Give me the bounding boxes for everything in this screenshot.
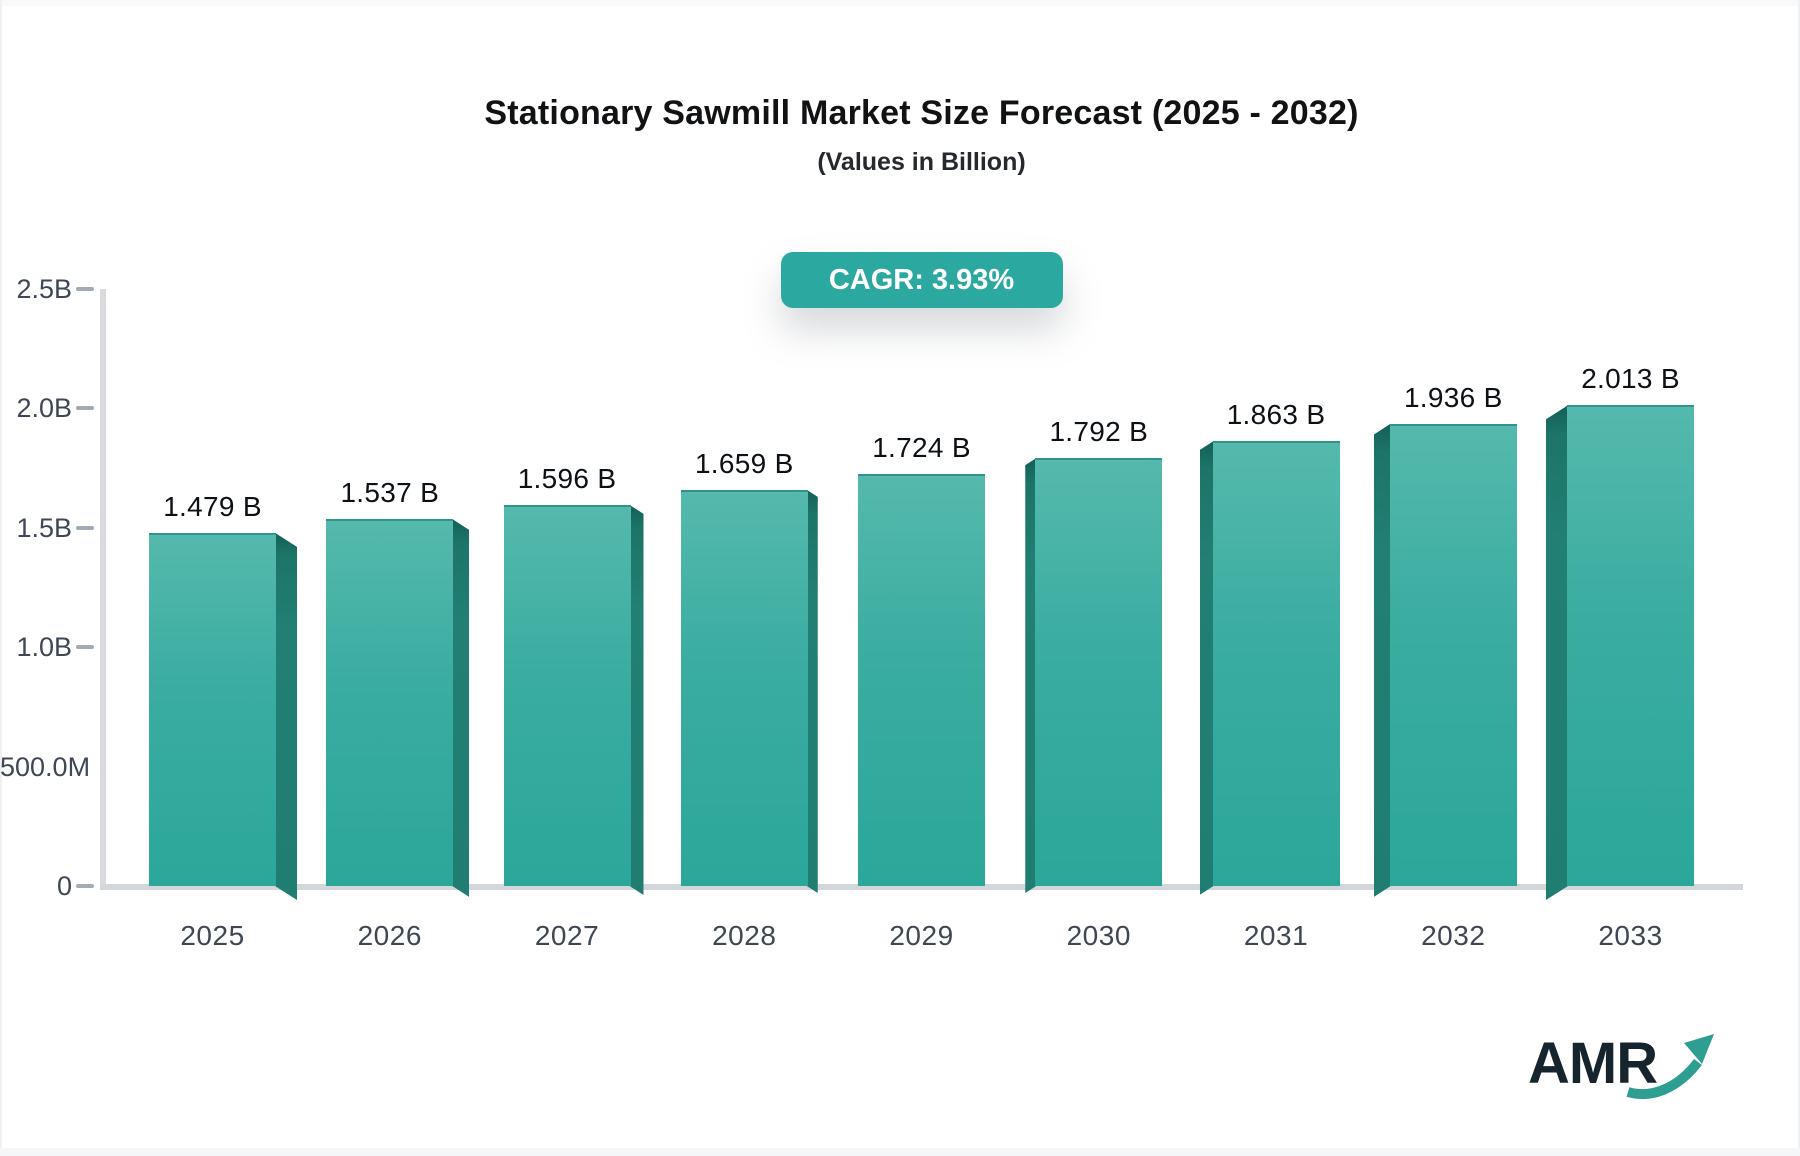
bar-value-label: 1.936 B (1403, 381, 1503, 413)
bar[interactable] (503, 504, 631, 886)
x-axis-label: 2032 (1421, 920, 1486, 951)
page-bottom-edge (0, 1148, 1800, 1156)
chart-subtitle: (Values in Billion) (817, 148, 1026, 176)
bar[interactable] (858, 474, 985, 886)
amr-logo-text: AMR (1528, 1031, 1658, 1096)
bar-side-face (807, 490, 818, 893)
y-axis-label: 2.5B (16, 274, 72, 304)
bar-value-label: 2.013 B (1581, 363, 1680, 395)
bar-value-label: 1.659 B (694, 447, 794, 479)
bar-side-face (1374, 424, 1391, 897)
bar-value-label: 1.596 B (517, 462, 617, 494)
y-axis-tick (76, 406, 94, 411)
bar[interactable] (1567, 405, 1694, 886)
y-axis-tick (76, 525, 94, 530)
bar-side-face (630, 505, 644, 895)
x-axis-label: 2025 (180, 920, 245, 951)
bar-side-face (275, 533, 297, 900)
x-axis-label: 2027 (534, 920, 600, 951)
x-axis-label: 2030 (1066, 920, 1131, 951)
bar-value-label: 1.479 B (163, 490, 262, 522)
x-axis-line (100, 884, 1743, 890)
y-axis-tick (76, 884, 94, 888)
bar-value-label: 1.537 B (340, 476, 440, 508)
trend-arrow-icon (1626, 1034, 1714, 1100)
page-right-edge (1798, 0, 1800, 1156)
x-axis-label: 2029 (889, 920, 954, 951)
bar[interactable] (149, 532, 276, 886)
bar-side-face (1546, 405, 1568, 900)
y-axis-tick (76, 645, 94, 650)
x-axis-label: 2028 (712, 920, 777, 951)
y-axis-label: 0 (56, 871, 72, 901)
cagr-badge: CAGR: 3.93% (780, 252, 1063, 308)
bar-value-label: 1.792 B (1049, 416, 1149, 448)
bar-value-label: 1.863 B (1226, 399, 1326, 431)
bar-side-face (1200, 441, 1214, 895)
bar[interactable] (1212, 441, 1340, 886)
x-axis-label: 2026 (357, 920, 422, 951)
y-axis-tick (76, 287, 94, 291)
bar[interactable] (680, 489, 808, 886)
y-axis-label: 1.0B (16, 632, 72, 663)
page-top-edge (0, 0, 1800, 6)
y-axis-label: 500.0M (0, 751, 91, 782)
page-left-edge (0, 0, 2, 1156)
bar[interactable] (326, 518, 454, 886)
cagr-badge-container: CAGR: 3.93% (100, 252, 1743, 308)
bar-side-face (1025, 458, 1036, 893)
bar-value-label: 1.724 B (872, 432, 971, 464)
chart-title: Stationary Sawmill Market Size Forecast … (484, 94, 1359, 132)
y-axis-line (100, 289, 106, 890)
x-axis-label: 2031 (1243, 920, 1309, 951)
y-axis-label: 1.5B (16, 512, 72, 543)
x-axis-label: 2033 (1598, 920, 1663, 951)
y-axis-label: 2.0B (16, 393, 72, 424)
amr-logo: AMR (1528, 1030, 1728, 1108)
bar[interactable] (1389, 423, 1517, 886)
bar-side-face (452, 519, 469, 897)
bar[interactable] (1035, 458, 1163, 886)
